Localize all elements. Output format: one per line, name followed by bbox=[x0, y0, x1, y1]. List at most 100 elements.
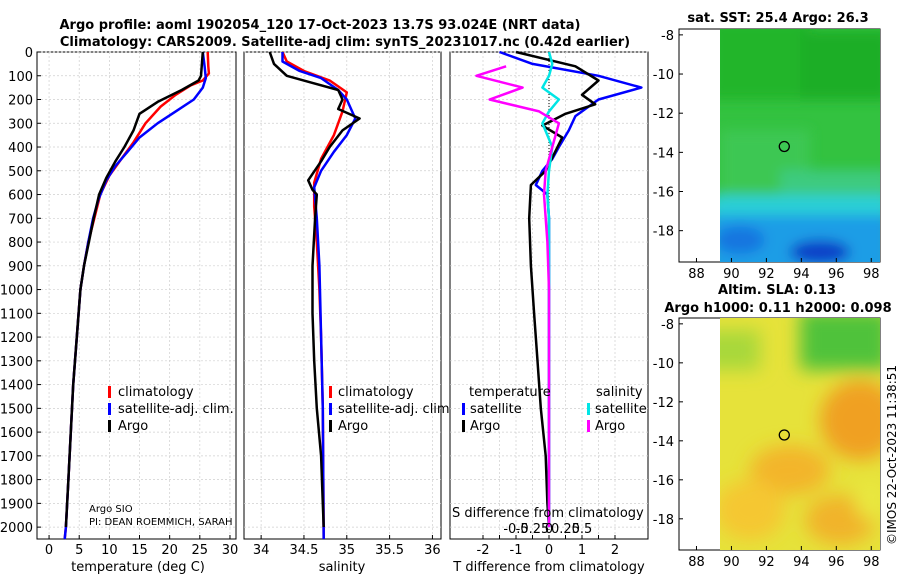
sst-lon-tick-labels: 88 90 92 94 96 98 bbox=[688, 258, 880, 282]
y-tick-label: 100 bbox=[8, 70, 33, 85]
lon-tick-label: 94 bbox=[793, 267, 810, 282]
sst-patch-deepblue bbox=[790, 240, 850, 262]
lat-tick-label: -8 bbox=[661, 29, 674, 44]
series-line-salinity-argo bbox=[475, 65, 561, 528]
x-tick-label: 30 bbox=[222, 543, 239, 558]
lat-tick-label: -16 bbox=[653, 186, 674, 201]
y-tick-label: 1300 bbox=[0, 355, 33, 370]
sla-field bbox=[720, 318, 880, 550]
top-tick-label: -0.5 bbox=[503, 522, 528, 537]
y-tick-label: 1100 bbox=[0, 307, 33, 322]
lat-tick-label: -10 bbox=[653, 68, 674, 83]
profile-location-marker bbox=[778, 429, 790, 441]
x-tick-label: -1 bbox=[510, 543, 523, 558]
sla-map-title-line1: Altim. SLA: 0.13 bbox=[718, 283, 836, 298]
lat-tick-label: -16 bbox=[653, 474, 674, 489]
figure-title-line2: Climatology: CARS2009. Satellite-adj cli… bbox=[60, 35, 630, 50]
y-tick-label: 1900 bbox=[0, 497, 33, 512]
argo-annotation-line2: PI: DEAN ROEMMICH, SARAH bbox=[89, 517, 233, 528]
legend-swatch-argo bbox=[108, 420, 111, 432]
argo-annotation-line1: Argo SIO bbox=[89, 504, 133, 515]
y-tick-label: 900 bbox=[8, 260, 33, 275]
y-tick-label: 400 bbox=[8, 141, 33, 156]
legend-label-sal-satellite: satellite bbox=[595, 402, 647, 417]
x-tick-label: 35 bbox=[339, 543, 356, 558]
profile-location-marker bbox=[778, 140, 790, 153]
x-tick-label: -2 bbox=[477, 543, 490, 558]
lon-tick-label: 92 bbox=[758, 267, 775, 282]
y-tick-label: 200 bbox=[8, 94, 33, 109]
x-tick-label: 34.5 bbox=[289, 543, 318, 558]
top-tick-label: 0.25 bbox=[551, 522, 580, 537]
sla-patch-yellowgreen bbox=[720, 330, 760, 370]
difference-top-xlabel: S difference from climatology bbox=[452, 506, 644, 521]
salinity-series bbox=[268, 51, 361, 540]
temperature-panel: 0100200300400500600700800900100011001200… bbox=[0, 46, 238, 575]
legend-label-satellite: satellite-adj. clim. bbox=[338, 402, 454, 417]
sla-lat-tick-labels: -8 -10 -12 -14 -16 -18 bbox=[653, 318, 683, 528]
temperature-tick-labels: 0 5 10 15 20 25 30 bbox=[45, 535, 238, 558]
series-line-salinity-satellite bbox=[541, 51, 561, 528]
sla-map-title-line2: Argo h1000: 0.11 h2000: 0.098 bbox=[664, 301, 891, 316]
sla-patch-orange3 bbox=[720, 480, 785, 540]
difference-panel: -2 -1 0 1 2 S difference from climatology -0… bbox=[449, 50, 649, 575]
series-line-satellite-adj-clim- bbox=[281, 52, 357, 540]
imos-credit: ©IMOS 22-Oct-2023 11:38:51 bbox=[885, 365, 899, 545]
lat-tick-label: -10 bbox=[653, 357, 674, 372]
y-tick-label: 1000 bbox=[0, 284, 33, 299]
lon-tick-label: 98 bbox=[863, 555, 880, 570]
y-tick-label: 1200 bbox=[0, 331, 33, 346]
x-tick-label: 36 bbox=[424, 543, 441, 558]
lon-tick-label: 88 bbox=[688, 267, 705, 282]
sst-patch-blue bbox=[720, 226, 765, 254]
y-tick-label: 1600 bbox=[0, 426, 33, 441]
legend-label-argo: Argo bbox=[338, 419, 368, 434]
legend-swatch-climatology bbox=[329, 386, 332, 398]
y-tick-label: 600 bbox=[8, 189, 33, 204]
lat-tick-label: -14 bbox=[653, 146, 674, 161]
temperature-series bbox=[63, 51, 211, 540]
legend-label-climatology: climatology bbox=[118, 385, 194, 400]
series-line-temperature-satellite bbox=[499, 50, 643, 528]
legend-swatch-satellite bbox=[108, 403, 111, 415]
lon-tick-label: 98 bbox=[863, 267, 880, 282]
x-tick-label: 10 bbox=[101, 543, 118, 558]
y-tick-label: 1700 bbox=[0, 450, 33, 465]
lat-tick-label: -14 bbox=[653, 435, 674, 450]
sst-patch-darkgreen2 bbox=[800, 30, 880, 100]
x-tick-label: 2 bbox=[611, 543, 619, 558]
y-tick-label: 1500 bbox=[0, 402, 33, 417]
x-tick-label: 20 bbox=[161, 543, 178, 558]
y-tick-label: 800 bbox=[8, 236, 33, 251]
temperature-xlabel: temperature (deg C) bbox=[71, 560, 205, 575]
series-line-argo bbox=[268, 51, 361, 528]
legend-swatch-temp-argo bbox=[462, 420, 465, 432]
salinity-panel: 34 34.5 35 35.5 36 salinity climatology sate… bbox=[243, 51, 454, 575]
y-tick-label: 700 bbox=[8, 212, 33, 227]
sst-field bbox=[720, 29, 880, 262]
lon-tick-label: 90 bbox=[723, 555, 740, 570]
x-tick-label: 0 bbox=[545, 543, 553, 558]
legend-swatch-temp-satellite bbox=[462, 403, 465, 415]
sla-map-panel: Altim. SLA: 0.13 Argo h1000: 0.11 h2000:… bbox=[653, 283, 892, 570]
salinity-xlabel: salinity bbox=[319, 560, 366, 575]
lat-tick-label: -8 bbox=[661, 318, 674, 333]
figure-title-line1: Argo profile: aoml 1902054_120 17-Oct-20… bbox=[60, 18, 581, 33]
lon-tick-label: 88 bbox=[688, 555, 705, 570]
salinity-legend: climatology satellite-adj. clim. Argo bbox=[329, 385, 454, 434]
sst-map-title: sat. SST: 25.4 Argo: 26.3 bbox=[687, 11, 868, 26]
y-tick-label: 0 bbox=[25, 46, 33, 61]
sst-patch-darkgreen bbox=[720, 29, 810, 100]
lon-tick-label: 96 bbox=[828, 555, 845, 570]
sla-patch-green bbox=[800, 318, 880, 370]
lon-tick-label: 90 bbox=[723, 267, 740, 282]
x-tick-label: 15 bbox=[131, 543, 148, 558]
temperature-grid bbox=[37, 51, 236, 539]
legend-label-argo: Argo bbox=[118, 419, 148, 434]
legend-label-climatology: climatology bbox=[338, 385, 414, 400]
top-tick-label: 0.5 bbox=[572, 522, 593, 537]
x-tick-label: 35.5 bbox=[375, 543, 404, 558]
y-tick-label: 500 bbox=[8, 165, 33, 180]
